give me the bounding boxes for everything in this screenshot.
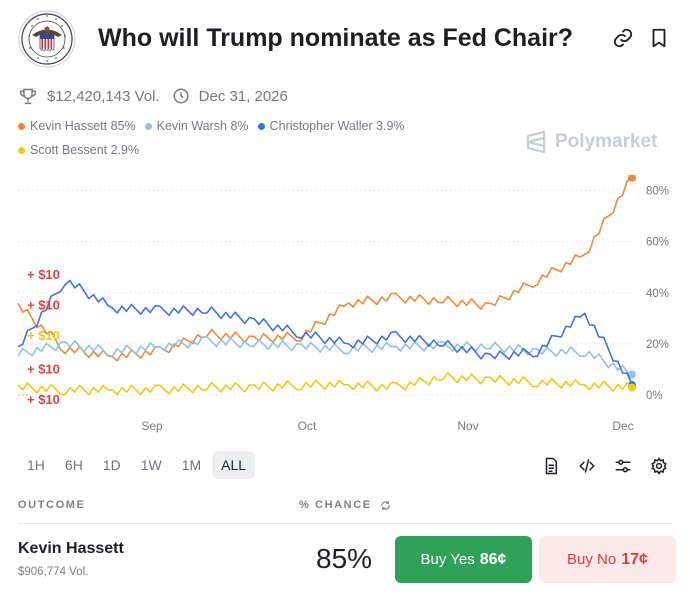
- legend-item-waller: Christopher Waller 3.9%: [257, 119, 405, 133]
- chart-annotations: + $10 + $10 + $10 + $10 + $10: [18, 267, 60, 407]
- x-tick-label: Sep: [141, 419, 163, 433]
- series-line-scott-bessent: [17, 372, 633, 396]
- price-history-chart[interactable]: + $10 + $10 + $10 + $10 + $10 0% 20% 40% 60% 80%…: [0, 175, 690, 440]
- market-meta: $12,420,143 Vol. Dec 31, 2026: [18, 86, 288, 106]
- series-line-kevin-hassett: [17, 177, 633, 362]
- y-axis: 0% 20% 40% 60% 80%: [646, 186, 669, 402]
- federal-reserve-seal-icon: [18, 10, 76, 68]
- link-icon[interactable]: [612, 27, 634, 49]
- timeframe-1w[interactable]: 1W: [140, 457, 162, 473]
- trade-annotation: + $10: [27, 361, 60, 376]
- chart-legend-row-2: Scott Bessent 2.9%: [18, 143, 148, 157]
- filter-sliders-icon[interactable]: [612, 455, 634, 477]
- y-tick-label: 40%: [646, 288, 669, 300]
- timeframe-6h[interactable]: 6H: [64, 457, 83, 473]
- outcome-chance: 85%: [316, 543, 373, 574]
- buy-no-label: Buy No: [567, 551, 617, 568]
- timeframe-1h[interactable]: 1H: [27, 457, 45, 473]
- timeframe-selector: 1H 6H 1D 1W 1M ALL: [18, 451, 257, 479]
- legend-dot: [144, 122, 152, 130]
- trade-annotation: + $10: [27, 298, 60, 313]
- document-icon[interactable]: [540, 455, 562, 477]
- legend-label: Kevin Hassett 85%: [30, 119, 136, 133]
- y-tick-label: 80%: [646, 186, 669, 198]
- legend-item-warsh: Kevin Warsh 8%: [144, 119, 249, 133]
- legend-dot: [18, 122, 25, 130]
- buy-no-price: 17¢: [621, 550, 648, 568]
- y-tick-label: 20%: [646, 339, 669, 351]
- series-endpoint: [628, 383, 636, 392]
- outcome-name[interactable]: Kevin Hassett: [18, 540, 124, 557]
- market-volume: $12,420,143 Vol.: [47, 87, 160, 105]
- legend-item-bessent: Scott Bessent 2.9%: [18, 143, 139, 157]
- outcome-table-header: OUTCOME % CHANCE: [18, 499, 673, 511]
- buy-yes-price: 86¢: [479, 550, 507, 568]
- legend-item-hassett: Kevin Hassett 85%: [18, 119, 136, 133]
- x-tick-label: Oct: [298, 419, 317, 433]
- timeframe-all[interactable]: ALL: [212, 451, 256, 479]
- polymarket-logo-icon: [526, 130, 546, 154]
- clock-icon: [173, 88, 189, 104]
- table-divider: [18, 523, 673, 524]
- timeframe-1d[interactable]: 1D: [102, 457, 121, 473]
- timeframe-1m[interactable]: 1M: [181, 457, 202, 473]
- chart-tools: [540, 455, 684, 477]
- chart-grid: [18, 190, 632, 396]
- polymarket-watermark: Polymarket: [525, 130, 657, 154]
- settings-gear-icon[interactable]: [648, 455, 670, 477]
- buy-no-button[interactable]: Buy No 17¢: [539, 536, 676, 583]
- trophy-icon: [19, 88, 37, 105]
- buy-yes-label: Buy Yes: [420, 551, 475, 568]
- legend-label: Kevin Warsh 8%: [156, 119, 249, 133]
- y-tick-label: 60%: [646, 237, 669, 249]
- trade-annotation: + $10: [27, 328, 60, 343]
- bookmark-icon[interactable]: [648, 27, 670, 49]
- chance-column-header: % CHANCE: [299, 499, 391, 511]
- chart-legend: Kevin Hassett 85% Kevin Warsh 8% Christo…: [18, 119, 414, 133]
- series-endpoint: [628, 370, 636, 379]
- market-title: Who will Trump nominate as Fed Chair?: [98, 24, 574, 52]
- x-axis: Sep Oct Nov Dec: [141, 419, 633, 433]
- legend-label: Scott Bessent 2.9%: [30, 143, 140, 157]
- refresh-icon[interactable]: [380, 500, 391, 511]
- buy-yes-button[interactable]: Buy Yes 86¢: [395, 536, 532, 583]
- legend-dot: [18, 146, 25, 154]
- outcome-column-header: OUTCOME: [18, 499, 86, 511]
- series-line-christopher-waller: [17, 279, 633, 386]
- x-tick-label: Dec: [612, 419, 633, 433]
- market-end-date: Dec 31, 2026: [198, 87, 288, 105]
- y-tick-label: 0%: [646, 390, 663, 402]
- legend-label: Christopher Waller 3.9%: [269, 119, 405, 133]
- series-endpoint: [628, 175, 636, 182]
- trade-annotation: + $10: [27, 392, 60, 407]
- legend-dot: [257, 122, 265, 130]
- brand-name: Polymarket: [555, 131, 658, 152]
- x-tick-label: Nov: [457, 419, 478, 433]
- trade-annotation: + $10: [27, 267, 60, 282]
- market-header: Who will Trump nominate as Fed Chair?: [18, 10, 678, 68]
- outcome-volume: $906,774 Vol.: [18, 566, 89, 578]
- code-embed-icon[interactable]: [576, 455, 598, 477]
- chart-lines: [17, 175, 636, 396]
- chance-header-label: % CHANCE: [299, 499, 372, 511]
